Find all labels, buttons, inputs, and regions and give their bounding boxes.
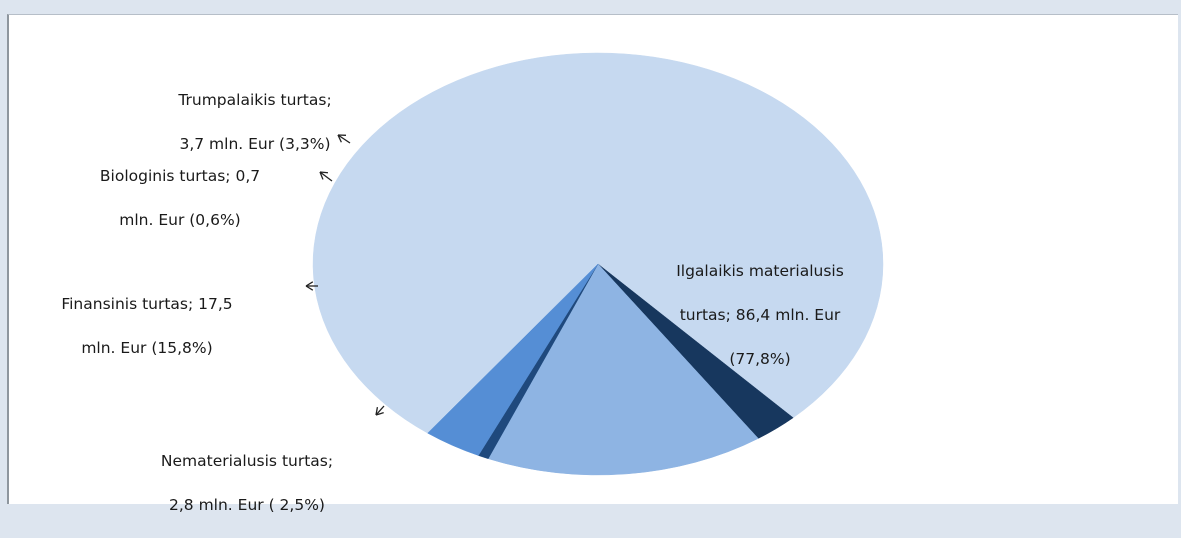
label-nematerialusis: Nematerialusis turtas; 2,8 mln. Eur ( 2,… — [112, 428, 382, 538]
label-line: Ilgalaikis materialusis — [625, 260, 895, 282]
label-line: turtas; 86,4 mln. Eur — [625, 304, 895, 326]
label-line: Nematerialusis turtas; — [112, 450, 382, 472]
chart-frame: Trumpalaikis turtas; 3,7 mln. Eur (3,3%)… — [0, 0, 1181, 504]
label-line: mln. Eur (0,6%) — [45, 209, 315, 231]
leader-arrow-nematerialusis — [376, 406, 384, 415]
label-line: 2,8 mln. Eur ( 2,5%) — [112, 494, 382, 516]
label-line: Finansinis turtas; 17,5 — [12, 293, 282, 315]
label-line: mln. Eur (15,8%) — [12, 337, 282, 359]
label-finansinis: Finansinis turtas; 17,5 mln. Eur (15,8%) — [12, 271, 282, 381]
label-line: (77,8%) — [625, 348, 895, 370]
label-line: Trumpalaikis turtas; — [120, 89, 390, 111]
label-ilgalaikis: Ilgalaikis materialusis turtas; 86,4 mln… — [625, 238, 895, 392]
label-line: Biologinis turtas; 0,7 — [45, 165, 315, 187]
label-biologinis: Biologinis turtas; 0,7 mln. Eur (0,6%) — [45, 143, 315, 253]
